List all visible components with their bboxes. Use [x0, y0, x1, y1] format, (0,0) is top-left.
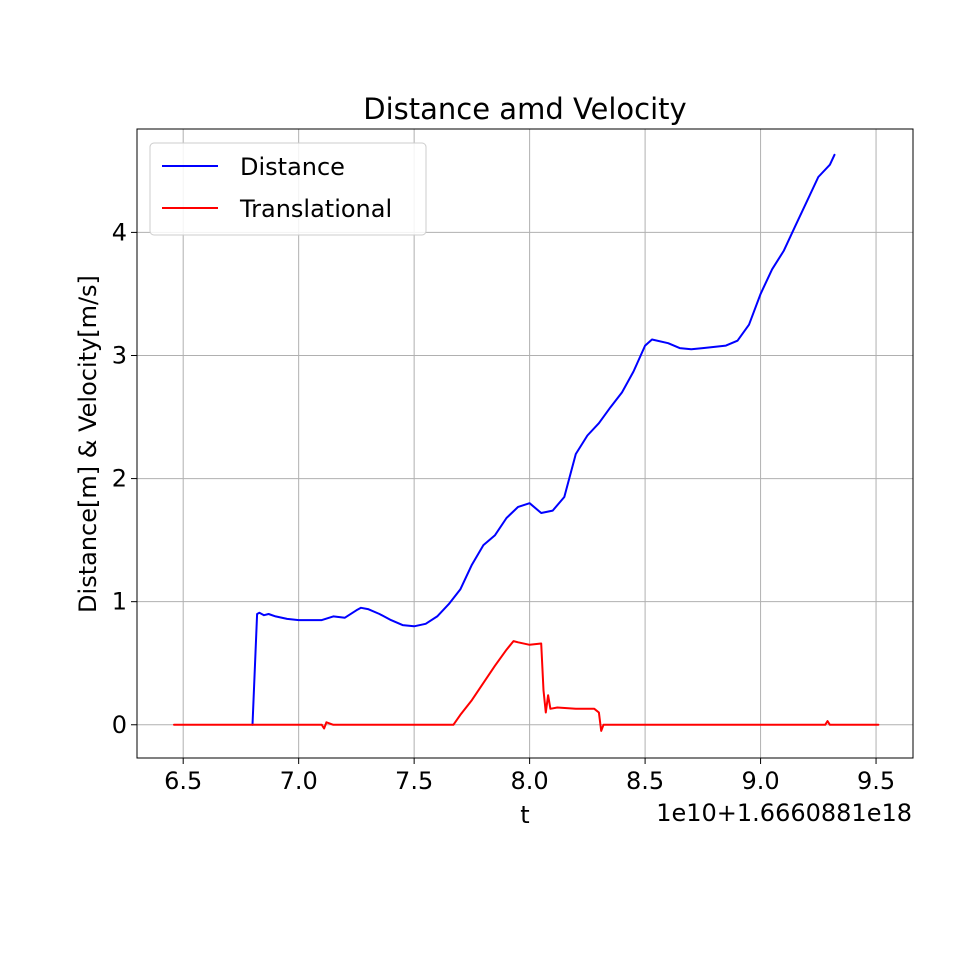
- x-tick-label: 8.5: [626, 767, 664, 795]
- x-tick-label: 9.5: [857, 767, 895, 795]
- x-axis-offset-label: 1e10+1.6660881e18: [656, 799, 912, 827]
- axis-ticks: 6.5 7.0 7.5 8.0 8.5 9.0 9.5 0 1 2 3 4: [112, 218, 895, 795]
- y-tick-label: 4: [112, 218, 127, 246]
- legend-label-translational: Translational: [239, 195, 392, 223]
- x-axis-label: t: [520, 801, 529, 829]
- series-line-translational: [173, 640, 880, 732]
- chart-title: Distance amd Velocity: [363, 92, 686, 126]
- y-tick-label: 3: [112, 341, 127, 369]
- y-tick-label: 0: [112, 711, 127, 739]
- x-tick-label: 7.0: [280, 767, 318, 795]
- x-tick-label: 8.0: [511, 767, 549, 795]
- y-axis-label: Distance[m] & Velocity[m/s]: [74, 275, 102, 613]
- legend-label-distance: Distance: [240, 153, 345, 181]
- y-tick-label: 1: [112, 588, 127, 616]
- series-line-distance: [251, 153, 836, 726]
- x-tick-label: 6.5: [164, 767, 202, 795]
- y-tick-label: 2: [112, 465, 127, 493]
- legend-box: [149, 142, 427, 236]
- x-tick-label: 7.5: [395, 767, 433, 795]
- x-tick-label: 9.0: [741, 767, 779, 795]
- plot-frame: [136, 128, 914, 759]
- legend: Distance Translational: [149, 142, 427, 236]
- series-lines: [173, 153, 880, 732]
